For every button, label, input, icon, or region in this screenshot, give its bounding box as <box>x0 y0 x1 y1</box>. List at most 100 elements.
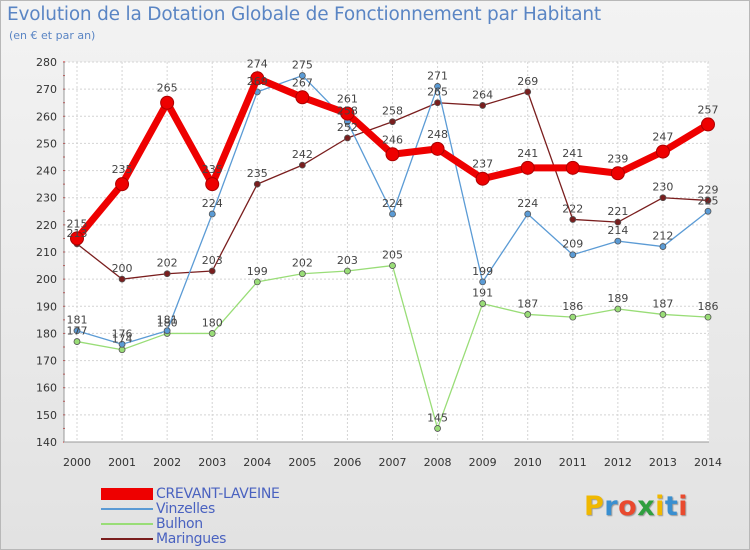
data-point-crevant-laveine <box>160 95 175 110</box>
data-point-crevant-laveine <box>475 171 490 186</box>
data-point-maringues <box>569 216 577 223</box>
data-label-maringues: 269 <box>517 75 538 88</box>
data-point-crevant-laveine <box>655 144 670 159</box>
data-label-crevant-laveine: 237 <box>472 158 493 171</box>
data-point-bulhon <box>704 313 712 321</box>
data-point-crevant-laveine <box>205 177 220 192</box>
y-tick-label: 280 <box>36 56 57 69</box>
data-point-vinzelles <box>524 210 532 218</box>
data-label-vinzelles: 224 <box>382 197 403 210</box>
y-tick-label: 140 <box>36 436 57 449</box>
data-label-bulhon: 187 <box>517 297 538 310</box>
x-tick-label: 2009 <box>469 456 497 469</box>
data-point-maringues <box>614 218 622 226</box>
data-label-crevant-laveine: 241 <box>562 147 583 160</box>
x-tick-label: 2000 <box>63 456 91 469</box>
data-label-bulhon: 174 <box>112 333 133 346</box>
proxiti-logo: Proxiti <box>584 491 689 522</box>
data-point-vinzelles <box>614 237 622 245</box>
data-label-vinzelles: 271 <box>427 69 448 82</box>
data-label-vinzelles: 176 <box>112 327 133 340</box>
data-point-crevant-laveine <box>430 141 445 156</box>
data-point-bulhon <box>614 305 622 313</box>
x-tick-label: 2007 <box>379 456 407 469</box>
data-label-bulhon: 187 <box>652 297 673 310</box>
y-tick-label: 160 <box>36 382 57 395</box>
data-point-maringues <box>659 194 667 202</box>
x-tick-label: 2011 <box>559 456 587 469</box>
data-point-crevant-laveine <box>340 106 355 121</box>
y-tick-label: 250 <box>36 137 57 150</box>
y-tick-label: 240 <box>36 165 57 178</box>
legend-swatch-vinzelles <box>101 508 153 510</box>
data-label-vinzelles: 209 <box>562 238 583 251</box>
data-label-maringues: 252 <box>337 121 358 134</box>
legend-label: Maringues <box>156 531 227 547</box>
data-point-bulhon <box>344 267 351 275</box>
data-label-bulhon: 202 <box>292 257 313 270</box>
data-label-crevant-laveine: 241 <box>517 147 538 160</box>
y-tick-label: 180 <box>36 327 57 340</box>
y-tick-label: 260 <box>36 110 57 123</box>
legend-swatch-bulhon <box>101 523 153 525</box>
data-point-vinzelles <box>298 72 306 79</box>
data-point-maringues <box>118 275 126 283</box>
data-label-crevant-laveine: 257 <box>698 103 719 116</box>
data-label-crevant-laveine: 239 <box>607 152 628 165</box>
data-label-maringues: 221 <box>607 205 628 218</box>
data-point-crevant-laveine <box>565 160 580 175</box>
data-label-vinzelles: 269 <box>247 75 268 88</box>
data-label-maringues: 265 <box>427 86 448 99</box>
data-point-maringues <box>389 118 396 126</box>
data-point-maringues <box>479 102 487 109</box>
legend-swatch-maringues <box>101 538 153 540</box>
data-point-vinzelles <box>479 278 487 286</box>
data-label-bulhon: 199 <box>247 265 268 278</box>
data-label-crevant-laveine: 267 <box>292 76 313 89</box>
data-label-bulhon: 186 <box>562 300 583 313</box>
legend-label: Vinzelles <box>156 501 215 517</box>
legend-label: CREVANT-LAVEINE <box>156 486 280 502</box>
data-label-maringues: 203 <box>202 254 223 267</box>
data-point-bulhon <box>569 313 577 321</box>
data-label-crevant-laveine: 265 <box>157 82 178 95</box>
data-point-maringues <box>344 134 351 142</box>
data-label-vinzelles: 224 <box>202 197 223 210</box>
x-tick-label: 2012 <box>604 456 632 469</box>
data-point-bulhon <box>524 311 532 318</box>
data-label-vinzelles: 214 <box>607 224 628 237</box>
data-label-bulhon: 180 <box>202 316 223 329</box>
data-label-bulhon: 191 <box>472 287 493 300</box>
data-point-crevant-laveine <box>610 166 625 181</box>
data-point-bulhon <box>298 270 306 278</box>
data-label-maringues: 258 <box>382 105 403 118</box>
y-tick-label: 220 <box>36 219 57 232</box>
data-label-crevant-laveine: 215 <box>67 217 88 230</box>
data-label-maringues: 242 <box>292 148 313 161</box>
data-point-vinzelles <box>118 340 126 348</box>
data-point-crevant-laveine <box>701 117 715 132</box>
x-tick-label: 2013 <box>649 456 677 469</box>
data-point-crevant-laveine <box>520 160 535 175</box>
data-label-vinzelles: 212 <box>652 230 673 243</box>
data-point-crevant-laveine <box>115 177 130 192</box>
data-point-bulhon <box>208 330 216 337</box>
data-point-crevant-laveine <box>70 231 84 246</box>
data-point-vinzelles <box>73 327 81 335</box>
data-label-vinzelles: 275 <box>292 59 313 72</box>
data-point-bulhon <box>253 278 261 286</box>
data-label-bulhon: 203 <box>337 254 358 267</box>
data-point-bulhon <box>479 300 487 307</box>
data-point-maringues <box>434 99 441 107</box>
x-tick-label: 2005 <box>288 456 316 469</box>
data-point-crevant-laveine <box>385 147 400 162</box>
data-label-bulhon: 189 <box>607 292 628 305</box>
y-tick-label: 150 <box>36 409 57 422</box>
data-label-bulhon: 145 <box>427 411 448 424</box>
data-point-maringues <box>253 180 261 188</box>
data-label-vinzelles: 199 <box>472 265 493 278</box>
data-point-crevant-laveine <box>250 71 265 86</box>
data-point-vinzelles <box>208 210 216 218</box>
data-point-vinzelles <box>704 207 712 215</box>
